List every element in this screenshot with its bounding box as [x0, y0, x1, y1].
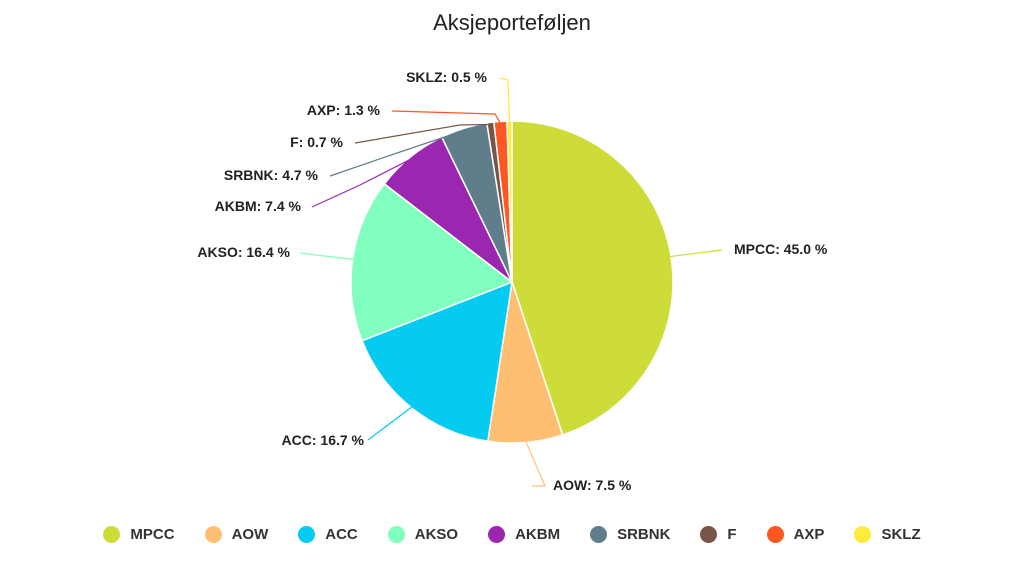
- legend-swatch: [488, 526, 506, 543]
- legend-label: SKLZ: [881, 526, 921, 543]
- data-label-acc: ACC: 16.7 %: [282, 432, 365, 448]
- legend-label: AXP: [793, 526, 825, 543]
- legend-swatch: [766, 526, 784, 543]
- leader-line-akso: [299, 252, 355, 261]
- legend-swatch: [298, 526, 316, 543]
- leader-line-axp: [391, 110, 502, 124]
- leader-line-acc: [367, 405, 414, 441]
- legend: MPCC AOW ACC AKSO AKBM SRBNK F AXP SKLZ: [0, 526, 1024, 543]
- legend-swatch: [854, 526, 872, 543]
- legend-swatch: [700, 526, 718, 543]
- legend-label: AOW: [231, 526, 269, 543]
- leader-line-akbm: [311, 158, 412, 208]
- data-label-axp: AXP: 1.3 %: [307, 102, 381, 118]
- leader-line-mpcc: [668, 249, 723, 258]
- leader-line-f: [354, 123, 491, 144]
- legend-label: AKBM: [515, 526, 561, 543]
- leader-line-aow: [524, 440, 546, 487]
- legend-item-akso[interactable]: AKSO: [387, 526, 459, 543]
- legend-item-srbnk[interactable]: SRBNK: [590, 526, 670, 543]
- legend-item-akbm[interactable]: AKBM: [488, 526, 560, 543]
- leader-line-srbnk: [329, 129, 465, 177]
- leader-lines: [299, 77, 723, 487]
- data-label-f: F: 0.7 %: [290, 134, 343, 150]
- legend-label: AKSO: [414, 526, 459, 543]
- legend-label: F: [727, 526, 737, 543]
- legend-item-sklz[interactable]: SKLZ: [854, 526, 921, 543]
- legend-label: MPCC: [130, 526, 175, 543]
- data-label-mpcc: MPCC: 45.0 %: [734, 241, 828, 257]
- legend-item-f[interactable]: F: [700, 526, 737, 543]
- leader-line-sklz: [499, 77, 511, 124]
- legend-item-aow[interactable]: AOW: [204, 526, 269, 543]
- data-label-akso: AKSO: 16.4 %: [197, 244, 290, 260]
- chart-title: Aksjeporteføljen: [433, 10, 591, 35]
- data-label-srbnk: SRBNK: 4.7 %: [224, 167, 319, 183]
- legend-swatch: [387, 526, 405, 543]
- legend-label: ACC: [325, 526, 358, 543]
- data-label-sklz: SKLZ: 0.5 %: [406, 69, 487, 85]
- legend-item-axp[interactable]: AXP: [766, 526, 825, 543]
- legend-swatch: [204, 526, 222, 543]
- data-label-akbm: AKBM: 7.4 %: [215, 198, 302, 214]
- legend-swatch: [590, 526, 608, 543]
- data-labels: MPCC: 45.0 % AOW: 7.5 % ACC: 16.7 % AKSO: 1…: [197, 69, 828, 493]
- legend-item-mpcc[interactable]: MPCC: [103, 526, 175, 543]
- legend-item-acc[interactable]: ACC: [298, 526, 358, 543]
- legend-swatch: [103, 526, 121, 543]
- data-label-aow: AOW: 7.5 %: [553, 477, 632, 493]
- legend-label: SRBNK: [617, 526, 671, 543]
- pie-slices: [350, 120, 674, 444]
